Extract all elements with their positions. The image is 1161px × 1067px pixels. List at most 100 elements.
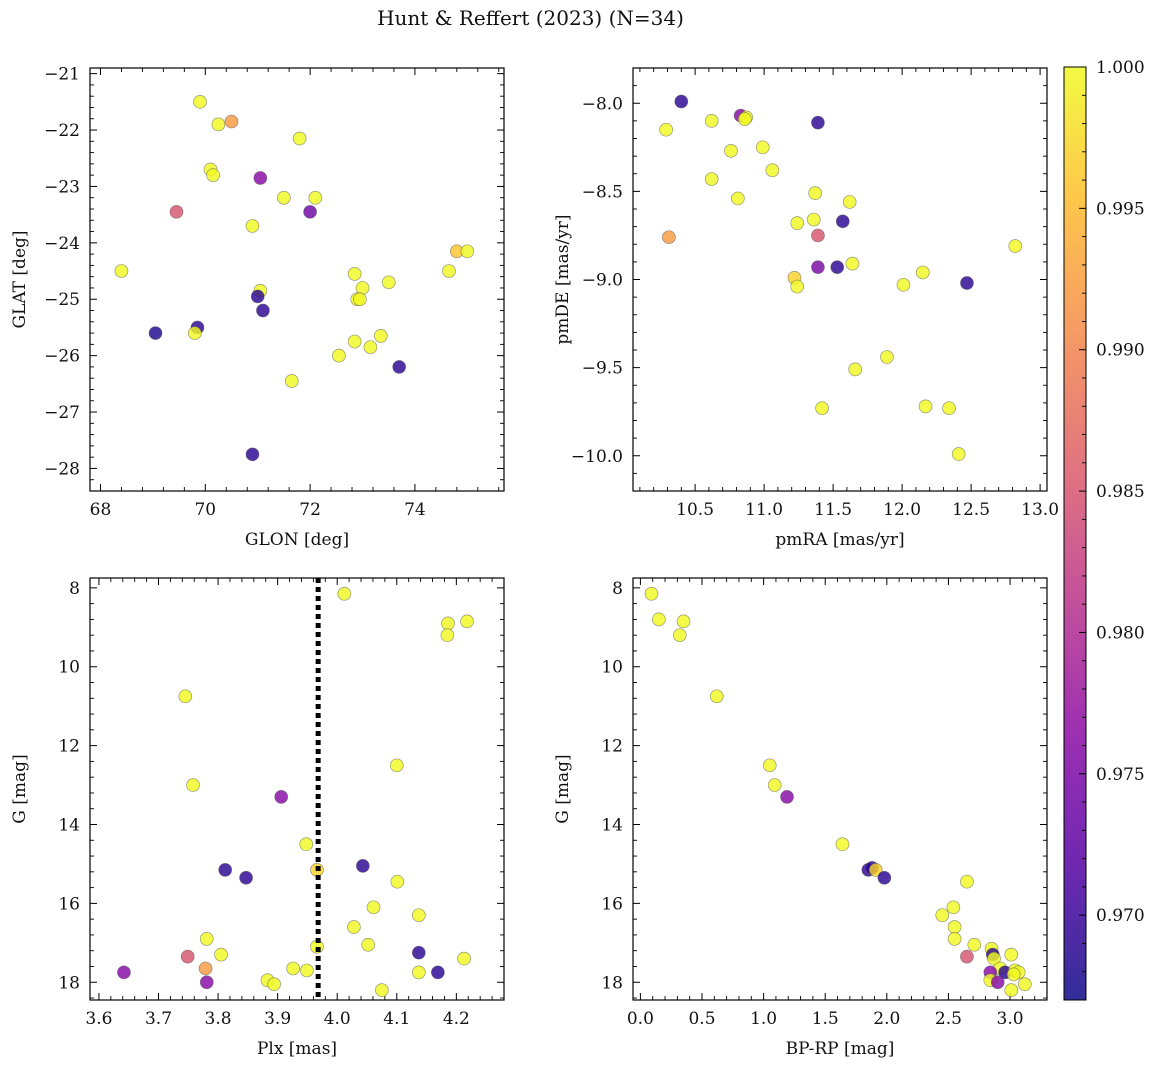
data-point <box>737 112 752 126</box>
data-point <box>1006 967 1021 982</box>
data-point <box>780 790 794 804</box>
data-point <box>1004 983 1019 997</box>
data-point <box>253 171 268 185</box>
data-point <box>674 94 689 109</box>
data-point <box>211 117 226 132</box>
data-point <box>277 190 291 205</box>
panel-top-right: 10.5 11.0 11.5 12.0 12.5 13.0 −8.0 −8.5 −9.0 −9.5… <box>553 67 1059 550</box>
y-tick-label: −9.5 <box>582 359 623 379</box>
data-point <box>731 191 745 206</box>
data-point <box>440 628 455 643</box>
plot-area <box>644 586 1032 997</box>
data-point <box>199 932 214 946</box>
data-point <box>460 614 474 629</box>
plot-area <box>659 94 1023 461</box>
colorbar-tick-label: 0.975 <box>1096 765 1145 785</box>
y-tick-label: −26 <box>44 347 80 367</box>
data-point <box>373 329 388 343</box>
data-point <box>808 186 823 200</box>
data-point <box>946 900 961 915</box>
x-tick-label: 12.5 <box>952 500 990 520</box>
data-point <box>308 190 323 205</box>
y-axis-label: G [mag] <box>10 754 30 823</box>
data-point <box>765 163 780 178</box>
data-point <box>676 614 691 629</box>
data-point <box>762 758 777 773</box>
x-tick-label: 68 <box>90 500 112 520</box>
data-point <box>193 94 207 109</box>
data-point <box>392 360 407 374</box>
data-point <box>704 172 719 186</box>
data-point <box>286 961 300 976</box>
plot-area <box>114 94 475 462</box>
data-point <box>815 401 829 416</box>
x-tick-label: 1.0 <box>750 1009 777 1029</box>
x-tick-label: 1.5 <box>812 1009 839 1029</box>
data-point <box>951 447 966 461</box>
y-tick-label: 12 <box>58 737 80 757</box>
x-tick-label: 13.0 <box>1021 500 1059 520</box>
axes-frame <box>89 67 505 492</box>
x-tick-label: 72 <box>299 500 321 520</box>
data-point <box>947 932 962 946</box>
data-point <box>206 168 221 183</box>
colorbar-tick-label: 0.980 <box>1096 623 1145 643</box>
x-tick-label: 11.0 <box>745 500 783 520</box>
y-tick-label: −21 <box>44 65 80 85</box>
x-tick-label: 3.8 <box>205 1009 232 1029</box>
y-tick-label: −22 <box>44 121 80 141</box>
x-tick-label: 3.0 <box>997 1009 1024 1029</box>
data-point <box>915 265 930 280</box>
y-tick-label: −23 <box>44 177 80 197</box>
data-point <box>987 951 1001 966</box>
data-point <box>790 216 805 230</box>
data-point <box>117 965 131 980</box>
y-tick-label: 16 <box>58 894 80 914</box>
y-axis-label: GLAT [deg] <box>10 230 30 328</box>
y-axis-label: G [mag] <box>553 754 573 823</box>
y-tick-label: −25 <box>44 290 80 310</box>
data-point <box>960 874 974 889</box>
colorbar-tick-label: 1.000 <box>1096 58 1145 78</box>
data-point <box>960 276 974 290</box>
y-tick-label: 14 <box>601 815 623 835</box>
data-point <box>990 975 1005 990</box>
data-point <box>224 114 239 129</box>
x-tick-label: 10.5 <box>676 500 714 520</box>
panel-top-left: 68 70 72 74 −21 −22 −23 −24 −25 −26 −27 −28 GLON [de… <box>10 65 505 550</box>
data-point <box>381 275 396 290</box>
colorbar-tick-label: 0.985 <box>1096 482 1145 502</box>
data-point <box>652 612 666 627</box>
data-point <box>148 326 163 340</box>
y-tick-label: −27 <box>44 403 80 423</box>
data-point <box>767 778 782 792</box>
y-tick-label: 10 <box>601 658 623 678</box>
x-tick-label: 4.2 <box>443 1009 470 1029</box>
y-tick-label: −28 <box>44 459 80 479</box>
colorbar: 0.970 0.975 0.980 0.985 0.990 0.995 1.000 <box>1063 58 1145 1001</box>
y-tick-label: 8 <box>612 579 623 599</box>
data-point <box>830 260 845 275</box>
data-point <box>180 949 195 964</box>
x-axis-label: pmRA [mas/yr] <box>775 530 904 550</box>
data-point <box>947 920 962 934</box>
data-point <box>704 114 719 128</box>
data-point <box>363 340 378 355</box>
data-point <box>178 689 193 704</box>
y-tick-label: −8.5 <box>582 182 623 202</box>
data-point <box>835 837 850 852</box>
axes-frame <box>632 67 1048 492</box>
panel-bottom-right: 0.0 0.5 1.0 1.5 2.0 2.5 3.0 8 10 12 14 16 18 BP-RP [m… <box>553 577 1048 1059</box>
data-point <box>114 264 129 278</box>
colorbar-tick-label: 0.995 <box>1096 199 1145 219</box>
data-point <box>709 689 724 704</box>
data-point <box>431 965 445 980</box>
data-point <box>880 350 894 364</box>
data-point <box>868 863 883 877</box>
data-point <box>411 945 426 960</box>
y-tick-label: 8 <box>69 579 80 599</box>
x-tick-label: 2.0 <box>873 1009 900 1029</box>
x-tick-label: 11.5 <box>814 500 852 520</box>
y-tick-label: −9.0 <box>582 271 623 291</box>
y-axis-label: pmDE [mas/yr] <box>553 214 573 344</box>
